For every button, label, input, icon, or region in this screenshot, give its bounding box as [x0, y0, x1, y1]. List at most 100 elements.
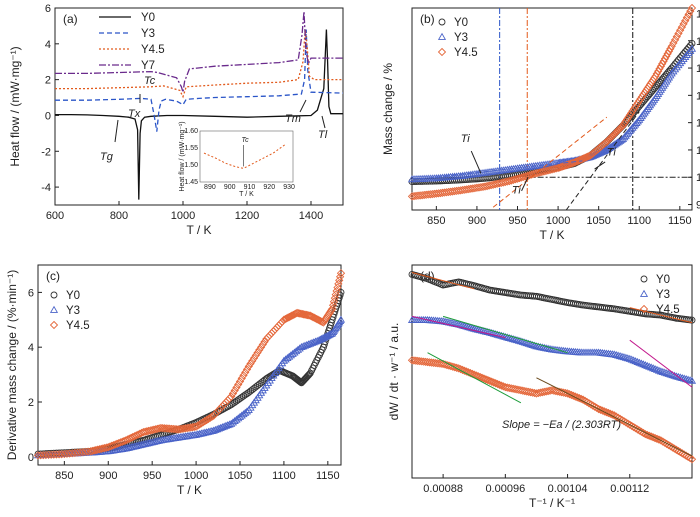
- d-point-Y4.5: [613, 413, 623, 422]
- d-point-Y3: [509, 335, 518, 343]
- c-xtick-label: 1000: [184, 470, 208, 482]
- b-point-Y4.5: [525, 171, 534, 180]
- d-point-Y3: [479, 327, 489, 335]
- d-point-Y0: [688, 316, 696, 324]
- b-point-Y4.5: [658, 59, 667, 68]
- a-annotation-2: Tc: [144, 75, 156, 87]
- b-point-Y4.5: [527, 170, 536, 179]
- a-annotation-text: Tl: [318, 129, 328, 141]
- c-point-Y3: [307, 338, 317, 346]
- d-point-Y4.5: [530, 388, 539, 398]
- b-point-Y4.5: [679, 19, 688, 29]
- b-point-Y4.5: [682, 13, 692, 22]
- b-ytick-label: 100: [696, 172, 700, 184]
- d-fit-y45-1: [427, 352, 522, 404]
- b-point-Y4.5: [424, 190, 433, 199]
- d-xtick-label: 0.00112: [610, 483, 649, 495]
- d-point-Y4.5: [543, 386, 553, 396]
- c-point-Y3: [209, 426, 218, 434]
- d-xtick-label: 0.00096: [485, 483, 525, 495]
- c-point-Y4.5: [128, 432, 137, 442]
- c-point-Y4.5: [200, 417, 210, 426]
- d-point-Y3: [528, 340, 537, 349]
- d-point-Y3: [645, 362, 654, 370]
- b-point-Y4.5: [505, 176, 514, 186]
- a-ytick-label: 4: [45, 39, 51, 51]
- d-fit-y45-2: [536, 377, 693, 457]
- c-panel-label: (c): [46, 269, 60, 283]
- d-point-Y4.5: [495, 380, 504, 389]
- b-legend-label-Y3: Y3: [454, 32, 468, 44]
- c-point-Y4.5: [123, 435, 132, 444]
- b-point-Y4.5: [420, 190, 429, 200]
- b-point-Y4.5: [581, 153, 590, 162]
- d-point-Y3: [654, 366, 664, 374]
- c-legend-label-Y3: Y3: [66, 305, 80, 317]
- c-xtick-label: 950: [143, 470, 161, 482]
- b-point-Y4.5: [687, 3, 697, 13]
- c-point-Y0: [241, 391, 249, 399]
- d-point-Y4.5: [666, 442, 675, 451]
- a-arrow-tl: [321, 115, 326, 129]
- c-point-Y4.5: [234, 380, 243, 389]
- d-point-Y3: [497, 331, 506, 339]
- d-slope-annotation: Slope = −Ea / (2.303RT): [502, 419, 621, 431]
- d-point-Y3: [627, 355, 636, 363]
- d-point-Y3: [518, 337, 527, 345]
- d-point-Y3: [647, 363, 656, 371]
- a-legend-label-Y3: Y3: [141, 28, 155, 40]
- b-arrow-1: [470, 150, 482, 174]
- b-point-Y4.5: [509, 175, 518, 185]
- c-point-Y4.5: [130, 432, 139, 441]
- c-ytick-label: 2: [28, 397, 34, 409]
- d-point-Y4.5: [650, 433, 660, 443]
- b-xtick-label: 1100: [627, 215, 651, 227]
- d-point-Y4.5: [586, 400, 596, 409]
- d-point-Y3: [612, 350, 621, 358]
- c-point-Y4.5: [304, 311, 314, 320]
- c-point-Y4.5: [278, 317, 287, 326]
- d-point-Y3: [650, 364, 660, 373]
- d-point-Y3: [470, 324, 479, 332]
- d-point-Y4.5: [674, 446, 683, 456]
- b-point-Y4.5: [422, 190, 431, 199]
- d-point-Y4.5: [483, 375, 492, 385]
- c-point-Y0: [337, 288, 345, 296]
- d-point-Y3: [505, 333, 514, 341]
- c-point-Y4.5: [198, 418, 208, 427]
- d-point-Y3: [619, 353, 629, 361]
- d-point-Y4.5: [635, 426, 644, 435]
- a-annotation-text: Tc: [144, 75, 156, 87]
- d-point-Y4.5: [631, 424, 640, 433]
- a-annotation-3: Tm: [285, 113, 301, 125]
- b-point-Y4.5: [670, 35, 680, 44]
- a-inset-y-axis-label: Heat flow / (mW·mg⁻¹): [179, 121, 186, 191]
- c-point-Y3: [216, 423, 225, 431]
- c-point-Y3: [300, 341, 310, 349]
- b-x-axis-label: T / K: [539, 228, 564, 242]
- a-ytick-label: 0: [45, 110, 51, 122]
- c-point-Y4.5: [167, 424, 176, 433]
- c-xtick-label: 1100: [272, 470, 296, 482]
- c-point-Y4.5: [202, 415, 211, 425]
- c-point-Y4.5: [258, 340, 267, 349]
- c-point-Y4.5: [156, 423, 166, 433]
- c-legend-marker-Y3: [49, 305, 59, 313]
- b-legend-marker-Y0: [438, 18, 446, 26]
- b-point-Y4.5: [681, 16, 690, 25]
- c-xtick-label: 850: [55, 470, 73, 482]
- b-point-Y4.5: [574, 156, 583, 165]
- d-point-Y4.5: [612, 412, 621, 421]
- b-point-Y4.5: [672, 32, 681, 41]
- d-point-Y3: [510, 335, 520, 343]
- b-point-Y4.5: [676, 26, 685, 35]
- c-ytick-label: 6: [28, 287, 34, 299]
- c-point-Y4.5: [132, 431, 141, 440]
- b-point-Y4.5: [652, 69, 661, 78]
- b-point-Y3: [687, 44, 697, 52]
- d-point-Y4.5: [477, 373, 487, 382]
- d-point-Y3: [512, 336, 522, 344]
- d-point-Y4.5: [462, 367, 471, 376]
- a-panel-label: (a): [63, 12, 78, 26]
